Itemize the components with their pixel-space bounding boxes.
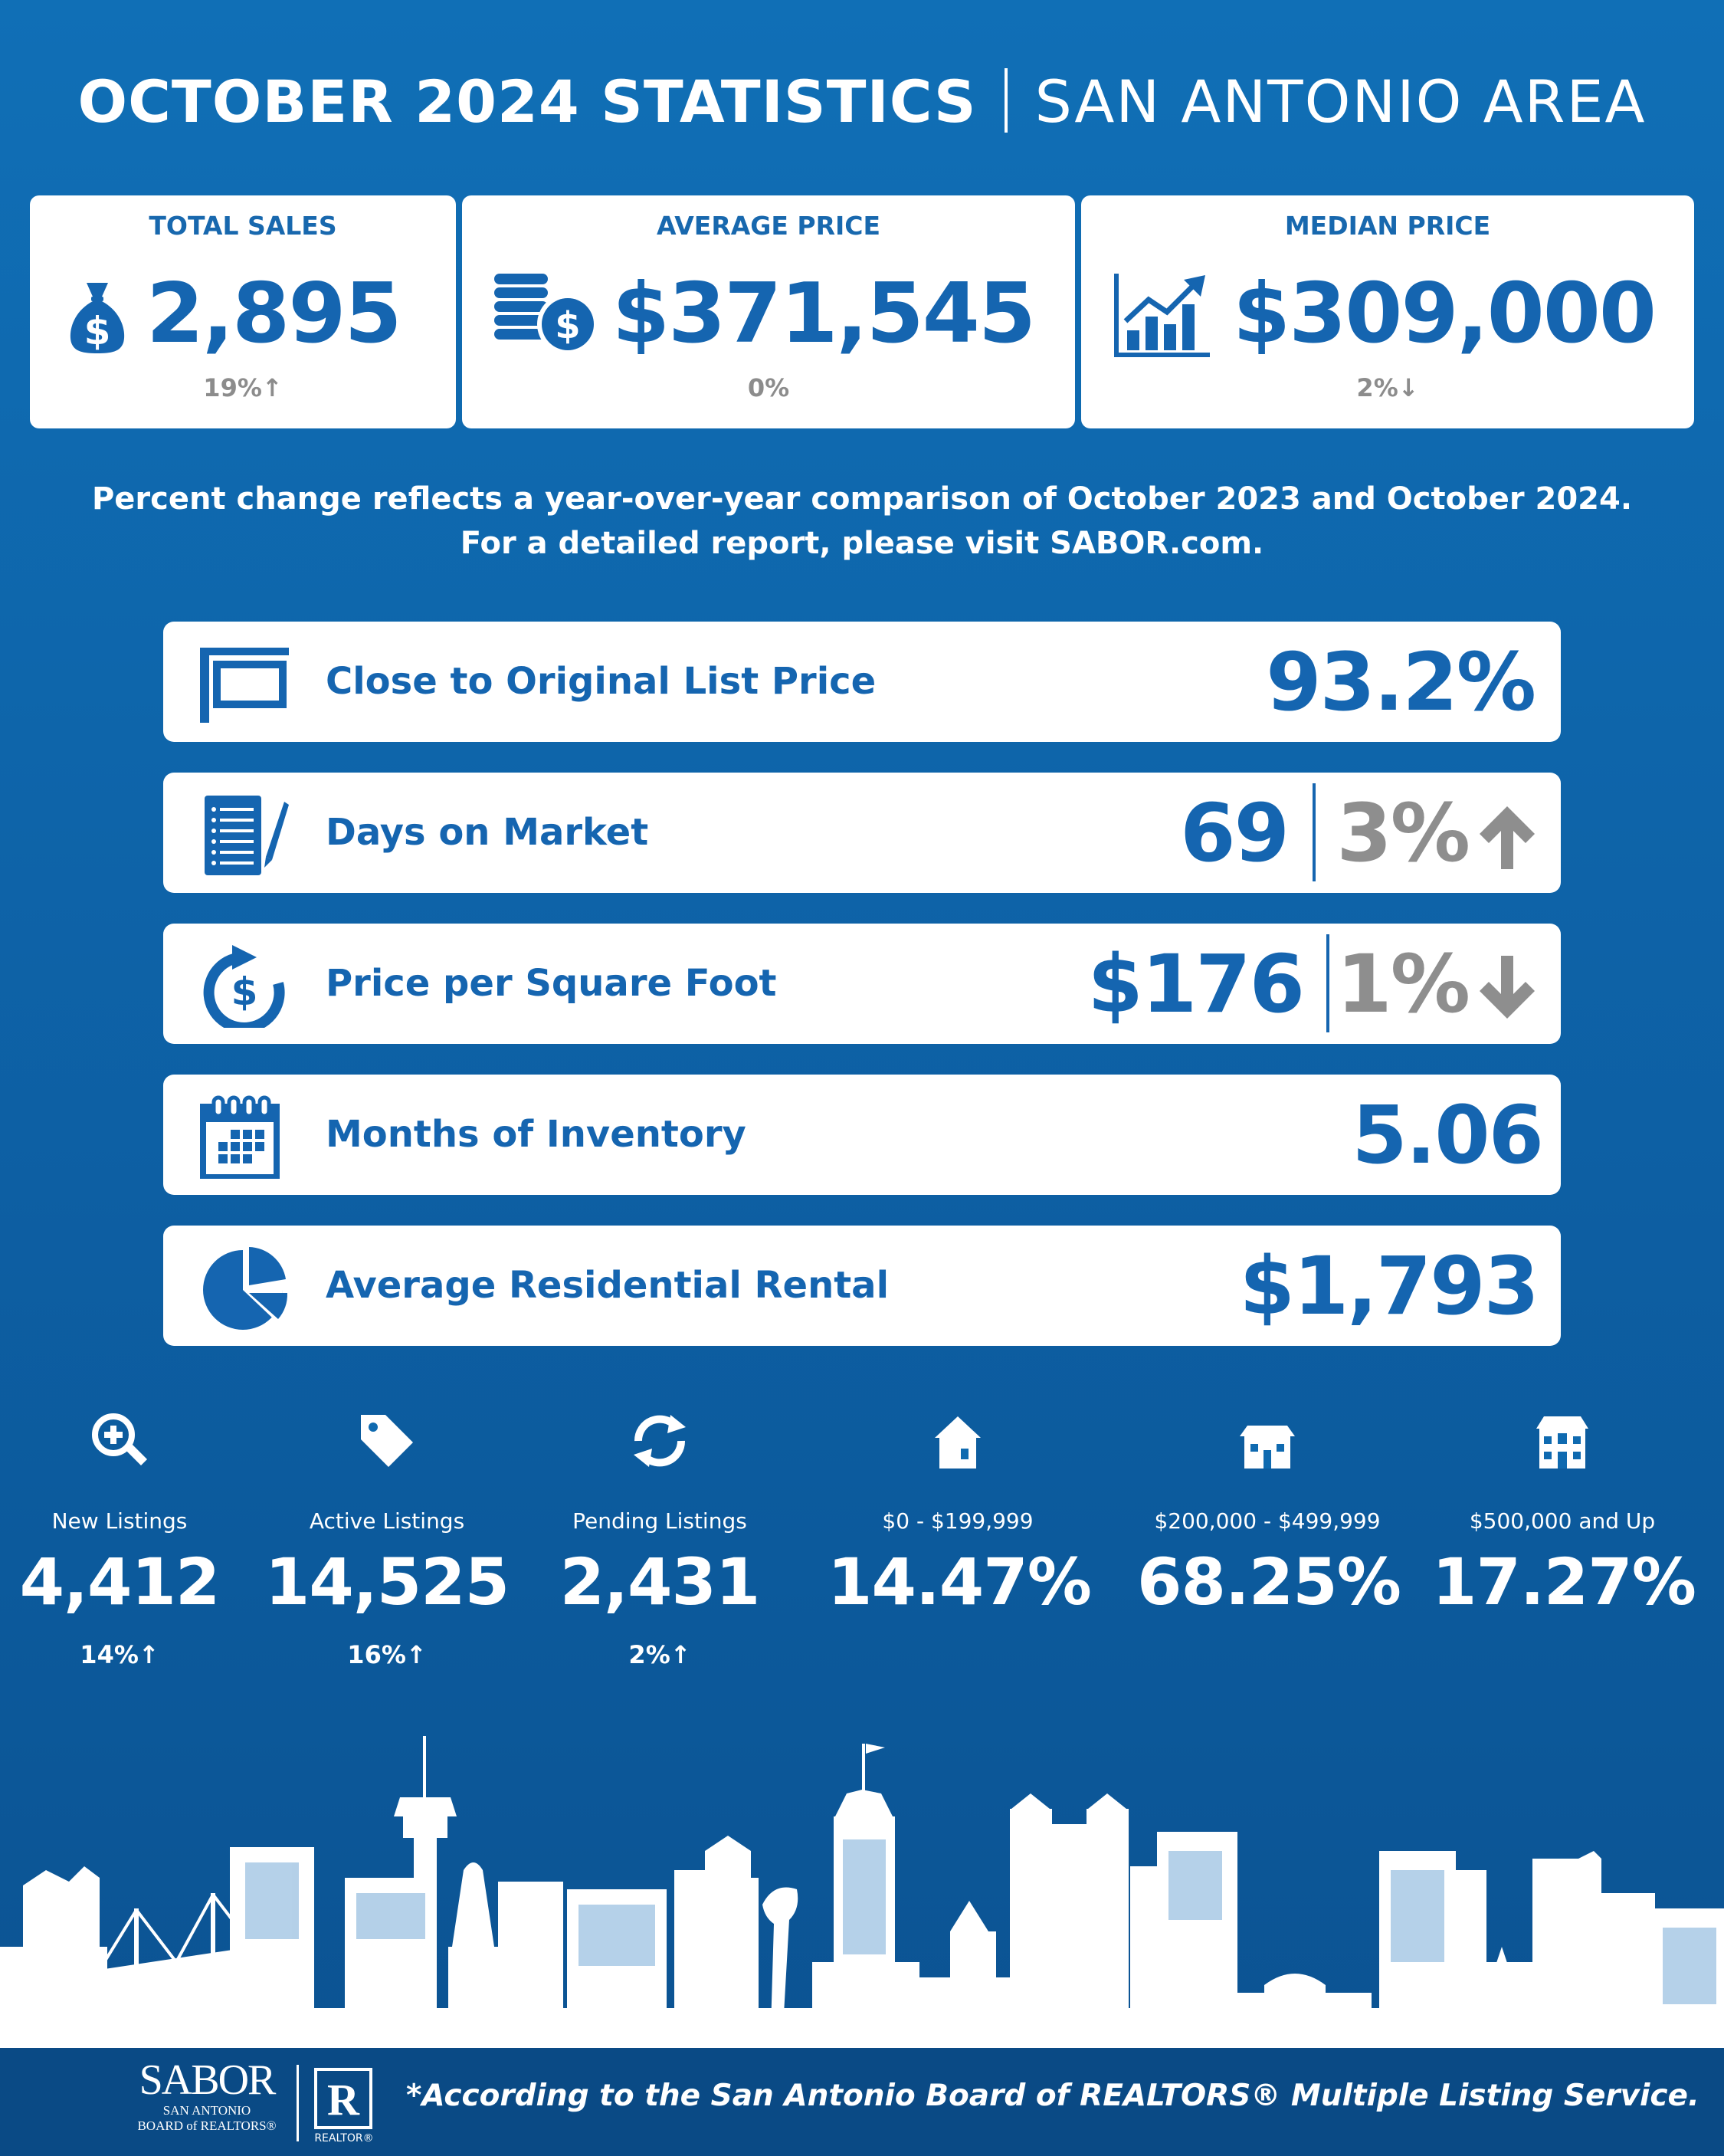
arrow-up-icon: ↑ xyxy=(405,1640,427,1669)
row-value: 5.06 xyxy=(1352,1088,1544,1182)
card-value: 2,895 xyxy=(146,266,402,362)
row-value: $1,793 xyxy=(1239,1239,1539,1333)
stat-change: 14%↑ xyxy=(80,1640,159,1669)
title-main: OCTOBER 2024 STATISTICS xyxy=(77,67,977,136)
large-house-icon xyxy=(1536,1416,1588,1469)
stat-value: 14.47% xyxy=(828,1544,1092,1619)
coins-icon: $ xyxy=(494,274,598,355)
stat-value: 4,412 xyxy=(19,1544,221,1619)
card-label: AVERAGE PRICE xyxy=(656,211,881,241)
row-divider xyxy=(1326,934,1329,1032)
title-divider xyxy=(1004,68,1008,133)
row-days-on-market: Days on Market 69 3% xyxy=(163,773,1561,893)
arrow-up-icon: ↑ xyxy=(138,1640,159,1669)
svg-text:$: $ xyxy=(555,304,580,347)
refresh-arrows-icon xyxy=(634,1415,686,1467)
card-label: MEDIAN PRICE xyxy=(1284,211,1491,241)
footer-bar: SABOR SAN ANTONIO BOARD of REALTORS® R R… xyxy=(0,2048,1724,2156)
pie-chart-icon xyxy=(203,1247,288,1330)
card-total-sales: TOTAL SALES $ 2,895 19%↑ xyxy=(30,195,456,428)
note-line-2: For a detailed report, please visit SABO… xyxy=(460,526,1264,561)
calendar-icon xyxy=(200,1095,280,1179)
magnify-plus-icon xyxy=(92,1413,147,1465)
logo-divider xyxy=(297,2065,299,2141)
card-change: 2%↓ xyxy=(1356,373,1419,402)
city-skyline-illustration xyxy=(0,1736,1724,2054)
arrow-down-icon xyxy=(1480,956,1535,1019)
stat-label: Pending Listings xyxy=(572,1508,747,1534)
small-house-icon xyxy=(935,1416,981,1469)
note-line-1: Percent change reflects a year-over-year… xyxy=(91,481,1633,517)
realtor-caption: REALTOR® xyxy=(314,2132,374,2145)
footer-note: *According to the San Antonio Board of R… xyxy=(406,2079,1699,2113)
stat-change: 2%↑ xyxy=(628,1640,691,1669)
row-change: 1% xyxy=(1336,937,1470,1031)
arrow-up-icon: ↑ xyxy=(670,1640,691,1669)
row-value: $176 xyxy=(1087,937,1305,1031)
row-label: Months of Inventory xyxy=(326,1113,746,1156)
page-title: OCTOBER 2024 STATISTICS SAN ANTONIO AREA xyxy=(0,67,1724,136)
stat-value: 68.25% xyxy=(1137,1544,1401,1619)
checklist-icon xyxy=(205,796,289,875)
row-value: 93.2% xyxy=(1266,635,1536,729)
row-months-inventory: Months of Inventory 5.06 xyxy=(163,1075,1561,1195)
svg-text:$: $ xyxy=(231,970,258,1014)
card-change: 0% xyxy=(747,373,790,402)
medium-house-icon xyxy=(1240,1426,1295,1469)
sabor-logo: SABOR SAN ANTONIO BOARD of REALTORS® xyxy=(137,2056,277,2133)
row-label: Days on Market xyxy=(326,811,649,854)
card-change: 19%↑ xyxy=(203,373,283,402)
stat-label: New Listings xyxy=(51,1508,188,1534)
title-area: SAN ANTONIO AREA xyxy=(1034,67,1647,136)
stat-label: $200,000 - $499,999 xyxy=(1154,1508,1381,1534)
stat-value: 14,525 xyxy=(264,1544,510,1619)
money-bag-icon: $ xyxy=(70,283,125,353)
row-close-to-list: Close to Original List Price 93.2% xyxy=(163,622,1561,742)
card-median-price: MEDIAN PRICE $309,000 2%↓ xyxy=(1081,195,1694,428)
dollar-cycle-icon: $ xyxy=(203,945,285,1028)
row-label: Close to Original List Price xyxy=(326,660,877,703)
row-price-per-sqft: $ Price per Square Foot $176 1% xyxy=(163,924,1561,1044)
card-average-price: AVERAGE PRICE $ $371,545 0% xyxy=(462,195,1075,428)
row-label: Average Residential Rental xyxy=(326,1264,890,1307)
stat-value: 2,431 xyxy=(559,1544,761,1619)
stat-change: 16%↑ xyxy=(347,1640,427,1669)
sign-icon xyxy=(200,648,289,723)
card-label: TOTAL SALES xyxy=(149,211,337,241)
realtor-logo: R xyxy=(314,2068,372,2129)
arrow-up-icon: ↑ xyxy=(261,373,283,402)
stat-label: $0 - $199,999 xyxy=(882,1508,1034,1534)
arrow-down-icon: ↓ xyxy=(1398,373,1419,402)
price-tag-icon xyxy=(361,1415,413,1467)
card-value: $309,000 xyxy=(1233,266,1657,362)
row-label: Price per Square Foot xyxy=(326,962,777,1005)
card-value: $371,545 xyxy=(612,266,1036,362)
row-change: 3% xyxy=(1336,786,1470,880)
stat-label: Active Listings xyxy=(309,1508,465,1534)
growth-chart-icon xyxy=(1114,274,1210,357)
stat-label: $500,000 and Up xyxy=(1469,1508,1656,1534)
row-average-rental: Average Residential Rental $1,793 xyxy=(163,1226,1561,1346)
arrow-up-icon xyxy=(1480,806,1535,869)
row-divider xyxy=(1313,783,1316,881)
row-value: 69 xyxy=(1180,786,1290,880)
svg-text:$: $ xyxy=(84,309,111,353)
stat-value: 17.27% xyxy=(1432,1544,1696,1619)
